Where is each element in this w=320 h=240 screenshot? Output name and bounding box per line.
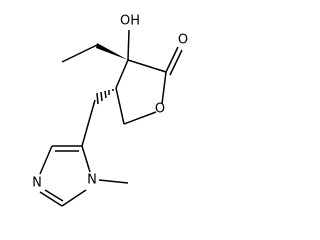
atom-label: O — [178, 33, 188, 48]
molecule: OH O O N N — [32, 14, 188, 207]
bond — [81, 99, 96, 147]
bond — [115, 59, 129, 89]
bond — [123, 111, 157, 125]
bond — [98, 179, 129, 184]
bond — [115, 87, 125, 125]
bond — [169, 49, 183, 76]
bond — [165, 46, 179, 73]
hash-bond — [96, 89, 114, 105]
bond — [81, 145, 91, 173]
bond — [39, 191, 63, 207]
wedge-bond — [96, 43, 128, 60]
atom-label: N — [87, 173, 97, 188]
bond — [161, 71, 167, 105]
atom-label: N — [32, 176, 42, 191]
bond — [39, 145, 53, 175]
bond — [127, 29, 130, 61]
atom-label: O — [155, 102, 165, 117]
bond — [44, 189, 64, 202]
atom-label: OH — [120, 14, 140, 29]
bond — [127, 59, 167, 73]
bond — [61, 44, 98, 63]
bond — [61, 189, 87, 207]
